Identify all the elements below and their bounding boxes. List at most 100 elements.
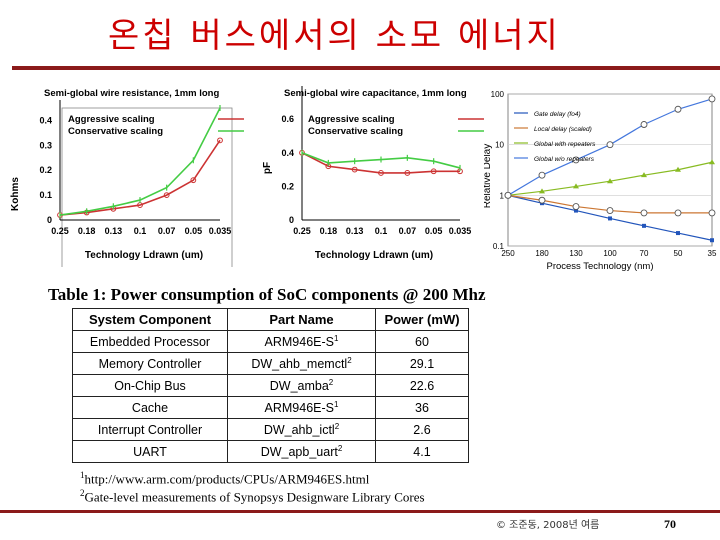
data-point [676, 231, 680, 236]
y-tick-label: 0.1 [39, 190, 52, 200]
part-name-cell: ARM946E-S1 [227, 396, 376, 419]
x-tick-label: 0.05 [425, 226, 443, 236]
x-tick-label: 0.035 [209, 226, 232, 236]
page-number: 70 [664, 517, 676, 531]
part-name-cell: ARM946E-S1 [227, 330, 376, 353]
legend-label: Conservative scaling [308, 126, 403, 137]
data-point [642, 223, 646, 228]
data-point [640, 121, 648, 128]
y-tick-label: 10 [495, 141, 504, 150]
y-tick-label: 0.6 [281, 114, 294, 124]
y-tick-label: 0.2 [281, 181, 294, 191]
data-point [709, 159, 715, 165]
slide-title: 온칩 버스에서의 소모 에너지 [108, 16, 561, 56]
data-point [606, 207, 614, 215]
x-tick-label: 0.07 [399, 226, 417, 236]
table-row: Embedded Processor ARM946E-S1 60 [72, 330, 469, 353]
y-axis-label: Kohms [10, 177, 21, 211]
column-header: Power (mW) [375, 308, 469, 331]
part-name-cell: DW_ahb_memctl2 [227, 352, 376, 375]
x-tick-label: 180 [535, 249, 549, 258]
x-tick-label: 0.035 [449, 226, 472, 236]
legend-label: Global w/o repeaters [534, 156, 595, 163]
plot-area [61, 107, 233, 267]
data-point [574, 208, 578, 213]
y-tick-label: 0.4 [39, 115, 52, 125]
power-cell: 29.1 [375, 352, 469, 375]
x-tick-label: 0.1 [134, 226, 147, 236]
power-table: System Component Part Name Power (mW) Em… [72, 308, 469, 463]
y-tick-label: 0.1 [493, 242, 505, 251]
component-cell: UART [72, 440, 228, 463]
data-point [539, 188, 545, 194]
data-point [607, 178, 613, 184]
capacitance-chart: Semi-global wire capacitance, 1mm long 0… [262, 86, 484, 261]
y-tick-label: 0.3 [39, 140, 52, 150]
y-tick-label: 100 [491, 90, 505, 99]
series-line [59, 139, 221, 216]
y-tick-label: 0 [289, 215, 294, 225]
y-axis-label: Relative Delay [484, 144, 493, 208]
power-cell: 60 [375, 330, 469, 353]
power-cell: 4.1 [375, 440, 469, 463]
chart-title: Semi-global wire capacitance, 1mm long [284, 88, 467, 99]
data-point [708, 209, 716, 217]
data-point [641, 172, 647, 178]
chart-title: Semi-global wire resistance, 1mm long [44, 88, 219, 99]
x-tick-label: 0.13 [346, 226, 364, 236]
part-name-cell: DW_apb_uart2 [227, 440, 376, 463]
x-axis-label: Technology Ldrawn (um) [315, 250, 433, 261]
component-cell: Cache [72, 396, 228, 419]
power-cell: 2.6 [375, 418, 469, 441]
data-point [640, 209, 648, 217]
data-point [608, 216, 612, 221]
component-cell: Interrupt Controller [72, 418, 228, 441]
x-tick-label: 35 [708, 249, 717, 258]
data-point [190, 177, 197, 184]
data-point [708, 95, 716, 103]
footnote-2: 2Gate-level measurements of Synopsys Des… [80, 488, 425, 505]
data-point [572, 203, 580, 211]
resistance-chart: Semi-global wire resistance, 1mm long 00… [10, 88, 244, 267]
table-header-row: System Component Part Name Power (mW) [72, 308, 469, 331]
column-header: System Component [72, 308, 228, 331]
y-tick-label: 0 [47, 215, 52, 225]
x-tick-label: 0.18 [78, 226, 96, 236]
table-caption: Table 1: Power consumption of SoC compon… [48, 285, 486, 304]
footer-copyright: © 조준동, 2008년 여름 [496, 520, 600, 531]
part-name-cell: DW_ahb_ictl2 [227, 418, 376, 441]
x-tick-label: 0.05 [185, 226, 203, 236]
legend-label: Local delay (scaled) [534, 126, 592, 133]
component-cell: On-Chip Bus [72, 374, 228, 397]
legend-label: Aggressive scaling [68, 114, 155, 125]
y-tick-label: 1 [500, 191, 505, 200]
data-point [675, 166, 681, 172]
table-row: Cache ARM946E-S1 36 [72, 396, 469, 419]
table-row: On-Chip Bus DW_amba2 22.6 [72, 374, 469, 397]
data-point [538, 196, 546, 204]
table-row: UART DW_apb_uart2 4.1 [72, 440, 469, 463]
component-cell: Memory Controller [72, 352, 228, 375]
series-line [301, 152, 460, 174]
column-header: Part Name [227, 308, 376, 331]
y-tick-label: 0.2 [39, 165, 52, 175]
footnote-1: 1http://www.arm.com/products/CPUs/ARM946… [80, 470, 370, 487]
x-tick-label: 100 [603, 249, 617, 258]
x-tick-label: 0.25 [51, 226, 69, 236]
data-point [504, 191, 512, 199]
data-point [404, 170, 411, 176]
legend-label: Global with repeaters [534, 141, 596, 148]
data-point [674, 105, 682, 113]
data-point [351, 166, 358, 173]
data-point [378, 170, 384, 176]
data-point [573, 183, 579, 189]
y-tick-label: 0.4 [281, 148, 294, 158]
component-cell: Embedded Processor [72, 330, 228, 353]
part-name-cell: DW_amba2 [227, 374, 376, 397]
x-tick-label: 70 [640, 249, 649, 258]
x-tick-label: 0.07 [158, 226, 176, 236]
title-divider [12, 66, 720, 70]
x-tick-label: 130 [569, 249, 583, 258]
data-point [163, 192, 170, 199]
